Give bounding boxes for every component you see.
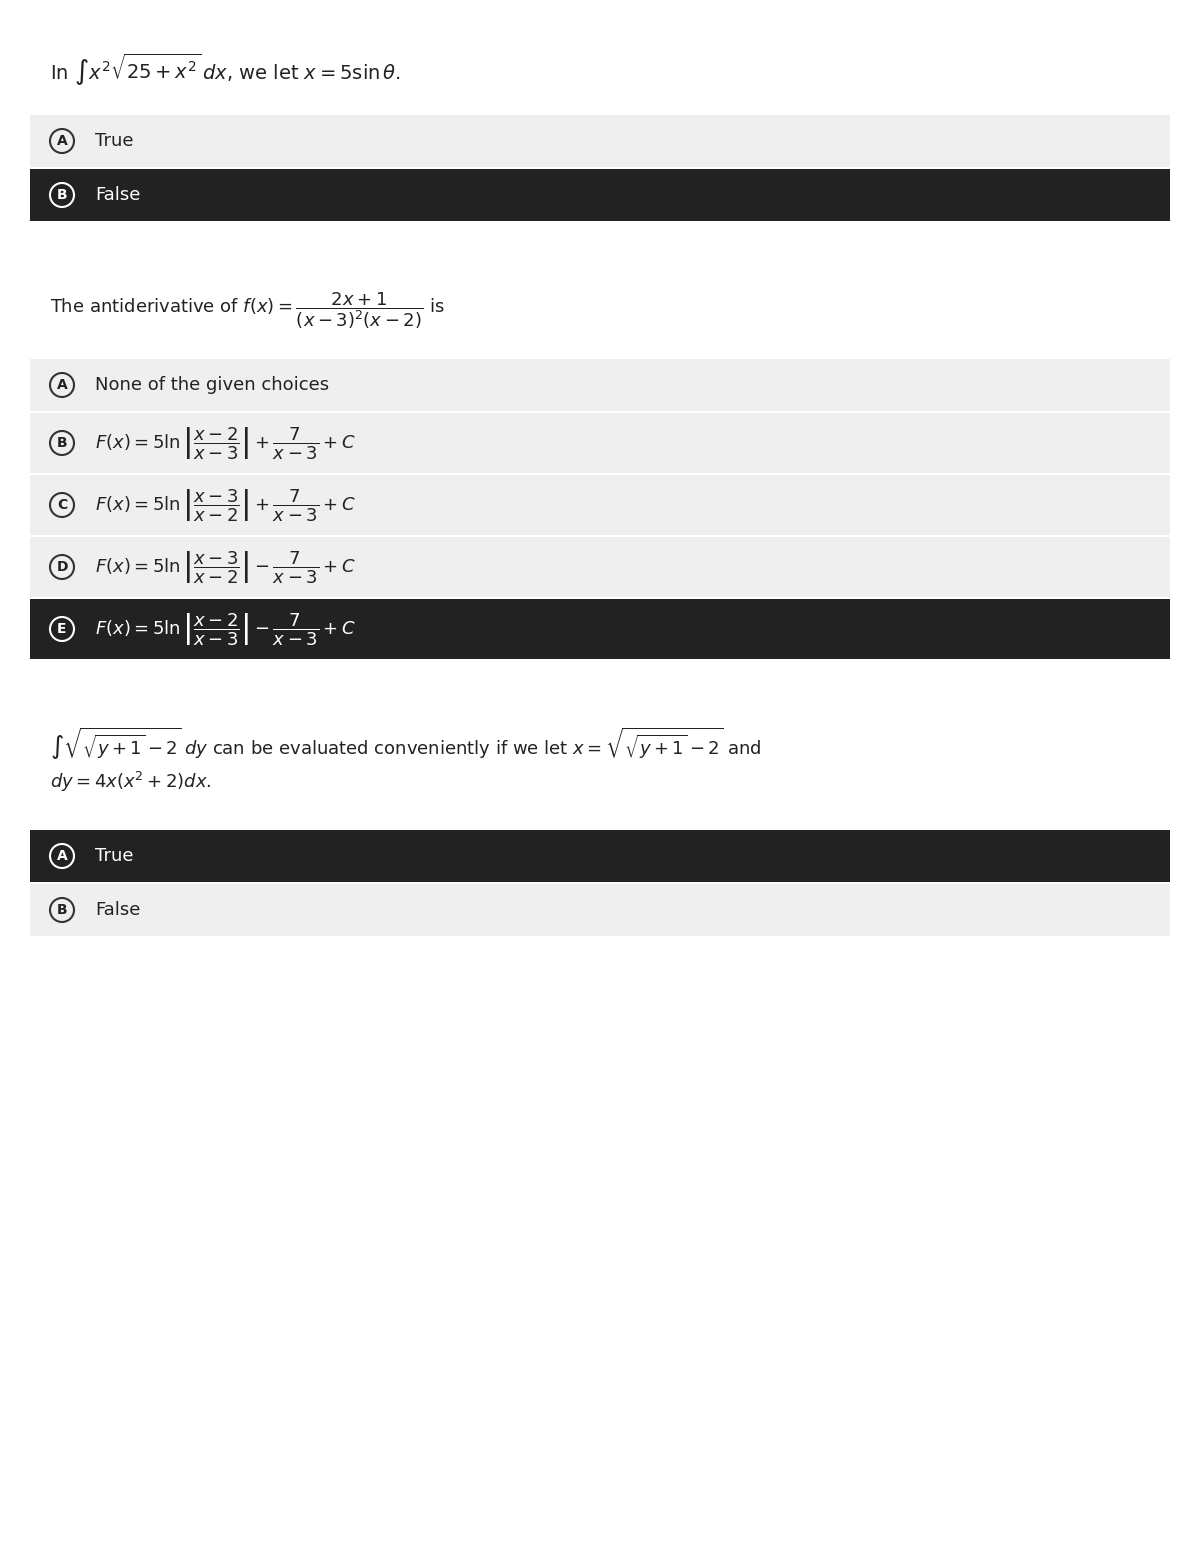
Circle shape <box>50 617 74 641</box>
Bar <box>30 599 1170 658</box>
Text: $dy = 4x(x^2+2)dx$.: $dy = 4x(x^2+2)dx$. <box>50 770 211 794</box>
Text: $F(x) = 5\ln\left|\dfrac{x-2}{x-3}\right| - \dfrac{7}{x-3} + C$: $F(x) = 5\ln\left|\dfrac{x-2}{x-3}\right… <box>95 610 356 648</box>
Text: D: D <box>56 561 67 575</box>
Text: $F(x) = 5\ln\left|\dfrac{x-3}{x-2}\right| + \dfrac{7}{x-3} + C$: $F(x) = 5\ln\left|\dfrac{x-3}{x-2}\right… <box>95 488 356 523</box>
Text: $F(x) = 5\ln\left|\dfrac{x-3}{x-2}\right| - \dfrac{7}{x-3} + C$: $F(x) = 5\ln\left|\dfrac{x-3}{x-2}\right… <box>95 550 356 585</box>
Text: False: False <box>95 186 140 203</box>
Text: True: True <box>95 846 133 865</box>
Text: None of the given choices: None of the given choices <box>95 376 329 394</box>
Text: $F(x) = 5\ln\left|\dfrac{x-2}{x-3}\right| + \dfrac{7}{x-3} + C$: $F(x) = 5\ln\left|\dfrac{x-2}{x-3}\right… <box>95 426 356 461</box>
Text: B: B <box>56 436 67 450</box>
Text: The antiderivative of $f(x) = \dfrac{2x+1}{(x-3)^2(x-2)}$ is: The antiderivative of $f(x) = \dfrac{2x+… <box>50 290 445 331</box>
Text: A: A <box>56 849 67 863</box>
Bar <box>30 475 1170 534</box>
Text: B: B <box>56 188 67 202</box>
Text: True: True <box>95 132 133 151</box>
Circle shape <box>50 554 74 579</box>
Bar <box>30 115 1170 168</box>
Text: B: B <box>56 902 67 916</box>
Bar <box>30 413 1170 474</box>
Circle shape <box>50 492 74 517</box>
Bar <box>30 884 1170 936</box>
Bar <box>30 829 1170 882</box>
Text: A: A <box>56 134 67 148</box>
Bar <box>30 359 1170 412</box>
Circle shape <box>50 373 74 398</box>
Text: False: False <box>95 901 140 919</box>
Circle shape <box>50 432 74 455</box>
Text: $\int\sqrt{\sqrt{y+1}-2}\;dy$ can be evaluated conveniently if we let $x = \sqrt: $\int\sqrt{\sqrt{y+1}-2}\;dy$ can be eva… <box>50 725 761 763</box>
Bar <box>30 169 1170 221</box>
Text: A: A <box>56 377 67 391</box>
Circle shape <box>50 898 74 922</box>
Circle shape <box>50 843 74 868</box>
Text: E: E <box>58 623 67 637</box>
Bar <box>30 537 1170 596</box>
Text: In $\int x^2\sqrt{25+x^2}\,dx$, we let $x = 5\sin\theta$.: In $\int x^2\sqrt{25+x^2}\,dx$, we let $… <box>50 51 401 89</box>
Text: C: C <box>56 499 67 512</box>
Circle shape <box>50 129 74 154</box>
Circle shape <box>50 183 74 207</box>
